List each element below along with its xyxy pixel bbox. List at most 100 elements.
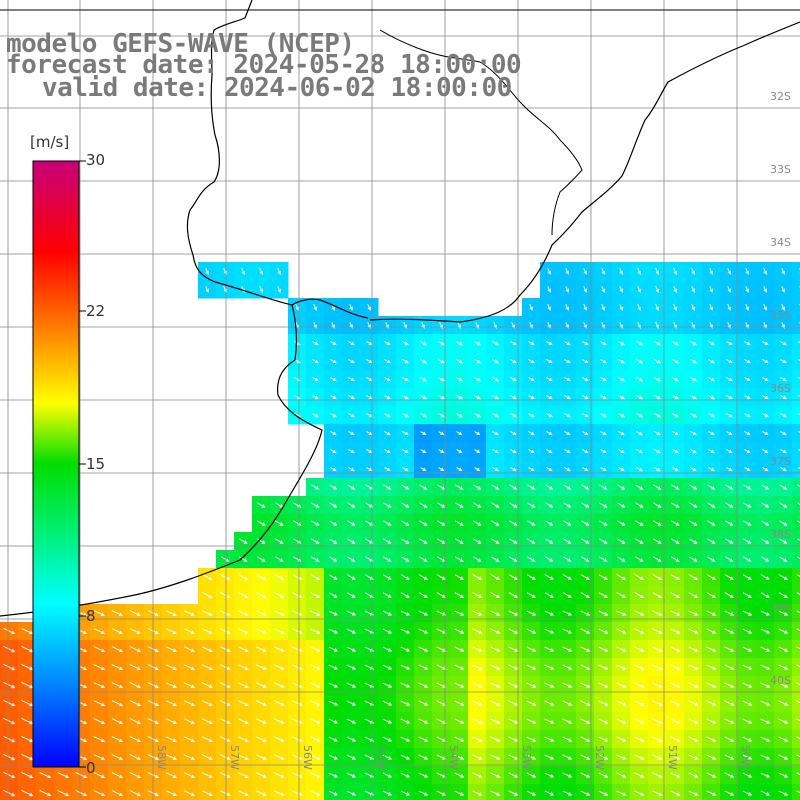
- wind-arrow: [330, 466, 337, 472]
- wind-arrow: [544, 610, 555, 616]
- wind-arrow: [598, 700, 609, 706]
- wind-arrow: [634, 610, 645, 616]
- wind-arrow: [706, 754, 717, 760]
- wind-arrow: [527, 502, 536, 508]
- wind-arrow: [545, 376, 553, 382]
- wind-speed-cell: [90, 784, 109, 800]
- wind-arrow: [259, 267, 264, 275]
- wind-arrow: [706, 610, 717, 616]
- wind-arrow: [205, 285, 210, 293]
- wind-arrow: [401, 556, 410, 562]
- wind-arrow: [418, 520, 428, 526]
- wind-arrow: [165, 772, 177, 779]
- wind-speed-cell: [432, 784, 451, 800]
- wind-speed-cell: [792, 784, 800, 800]
- wind-arrow: [400, 646, 411, 652]
- valid-date: valid date: 2024-06-02 18:00:00: [42, 73, 512, 103]
- wind-arrow: [292, 772, 303, 778]
- wind-arrow: [778, 628, 789, 634]
- wind-arrow: [598, 682, 609, 688]
- wind-arrow: [400, 610, 411, 616]
- wind-speed-cell: [414, 784, 433, 800]
- wind-arrow: [310, 754, 321, 760]
- wind-arrow: [419, 556, 428, 562]
- wind-arrow: [617, 394, 625, 400]
- wind-arrow: [796, 772, 800, 776]
- wind-arrow: [292, 700, 303, 706]
- wind-arrow: [418, 682, 429, 688]
- wind-arrow: [688, 592, 699, 598]
- wind-arrow: [21, 628, 34, 635]
- wind-arrow: [418, 592, 428, 598]
- wind-arrow: [274, 592, 285, 599]
- wind-arrow: [201, 700, 213, 707]
- wind-arrow: [21, 646, 34, 653]
- latitude-label: 34S: [770, 236, 791, 249]
- wind-arrow: [652, 754, 663, 760]
- wind-arrow: [165, 700, 177, 707]
- wind-arrow: [742, 736, 753, 742]
- wind-arrow: [472, 628, 483, 634]
- wind-arrow: [256, 610, 267, 616]
- wind-arrow: [670, 646, 681, 652]
- wind-arrow: [473, 358, 481, 364]
- wind-arrow: [490, 790, 501, 796]
- wind-arrow: [742, 610, 753, 616]
- wind-arrow: [760, 574, 770, 580]
- wind-arrow: [563, 412, 571, 418]
- wind-arrow: [688, 664, 699, 670]
- wind-arrow: [21, 700, 34, 707]
- wind-arrow: [347, 376, 355, 382]
- wind-arrow: [653, 430, 661, 436]
- wind-arrow: [310, 574, 321, 581]
- wind-arrow: [454, 682, 465, 688]
- wind-arrow: [129, 736, 142, 743]
- wind-arrow: [673, 303, 678, 311]
- wind-arrow: [653, 448, 661, 454]
- wind-arrow: [400, 754, 411, 760]
- wind-arrow: [526, 790, 537, 796]
- wind-arrow: [545, 538, 554, 544]
- wind-arrow: [3, 664, 16, 671]
- wind-arrow: [93, 736, 106, 743]
- wind-arrow: [760, 592, 770, 598]
- wind-arrow: [742, 772, 753, 778]
- wind-arrow: [419, 394, 427, 400]
- wind-arrow: [454, 700, 465, 706]
- wind-speed-cell: [792, 640, 800, 659]
- wind-arrow: [779, 502, 788, 508]
- wind-arrow: [111, 790, 124, 797]
- wind-arrow: [401, 340, 409, 346]
- wind-arrow: [237, 736, 249, 742]
- wind-arrow: [580, 628, 591, 634]
- wind-arrow: [454, 610, 465, 616]
- wind-arrow: [599, 466, 607, 472]
- wind-arrow: [129, 718, 142, 725]
- wind-arrow: [725, 394, 733, 400]
- wind-arrow: [580, 754, 591, 760]
- wind-arrow: [328, 592, 338, 598]
- wind-arrow: [689, 502, 698, 508]
- wind-arrow: [598, 574, 608, 580]
- wind-arrow: [652, 574, 663, 580]
- wind-arrow: [743, 394, 751, 400]
- wind-arrow: [165, 628, 177, 634]
- wind-arrow: [742, 718, 753, 724]
- wind-arrow: [762, 467, 769, 472]
- wind-arrow: [93, 646, 106, 653]
- wind-arrow: [472, 754, 483, 760]
- wind-arrow: [3, 772, 16, 779]
- wind-arrow: [742, 592, 752, 598]
- wind-arrow: [761, 484, 770, 490]
- wind-arrow: [508, 772, 519, 778]
- wind-arrow: [183, 718, 195, 725]
- wind-arrow: [706, 790, 717, 796]
- wind-arrow: [599, 376, 607, 382]
- wind-arrow: [183, 754, 195, 761]
- wind-arrow: [581, 520, 590, 526]
- colorbar-tick-label: 30: [86, 151, 106, 169]
- wind-arrow: [707, 394, 715, 400]
- wind-arrow: [328, 700, 339, 706]
- wind-arrow: [670, 610, 681, 616]
